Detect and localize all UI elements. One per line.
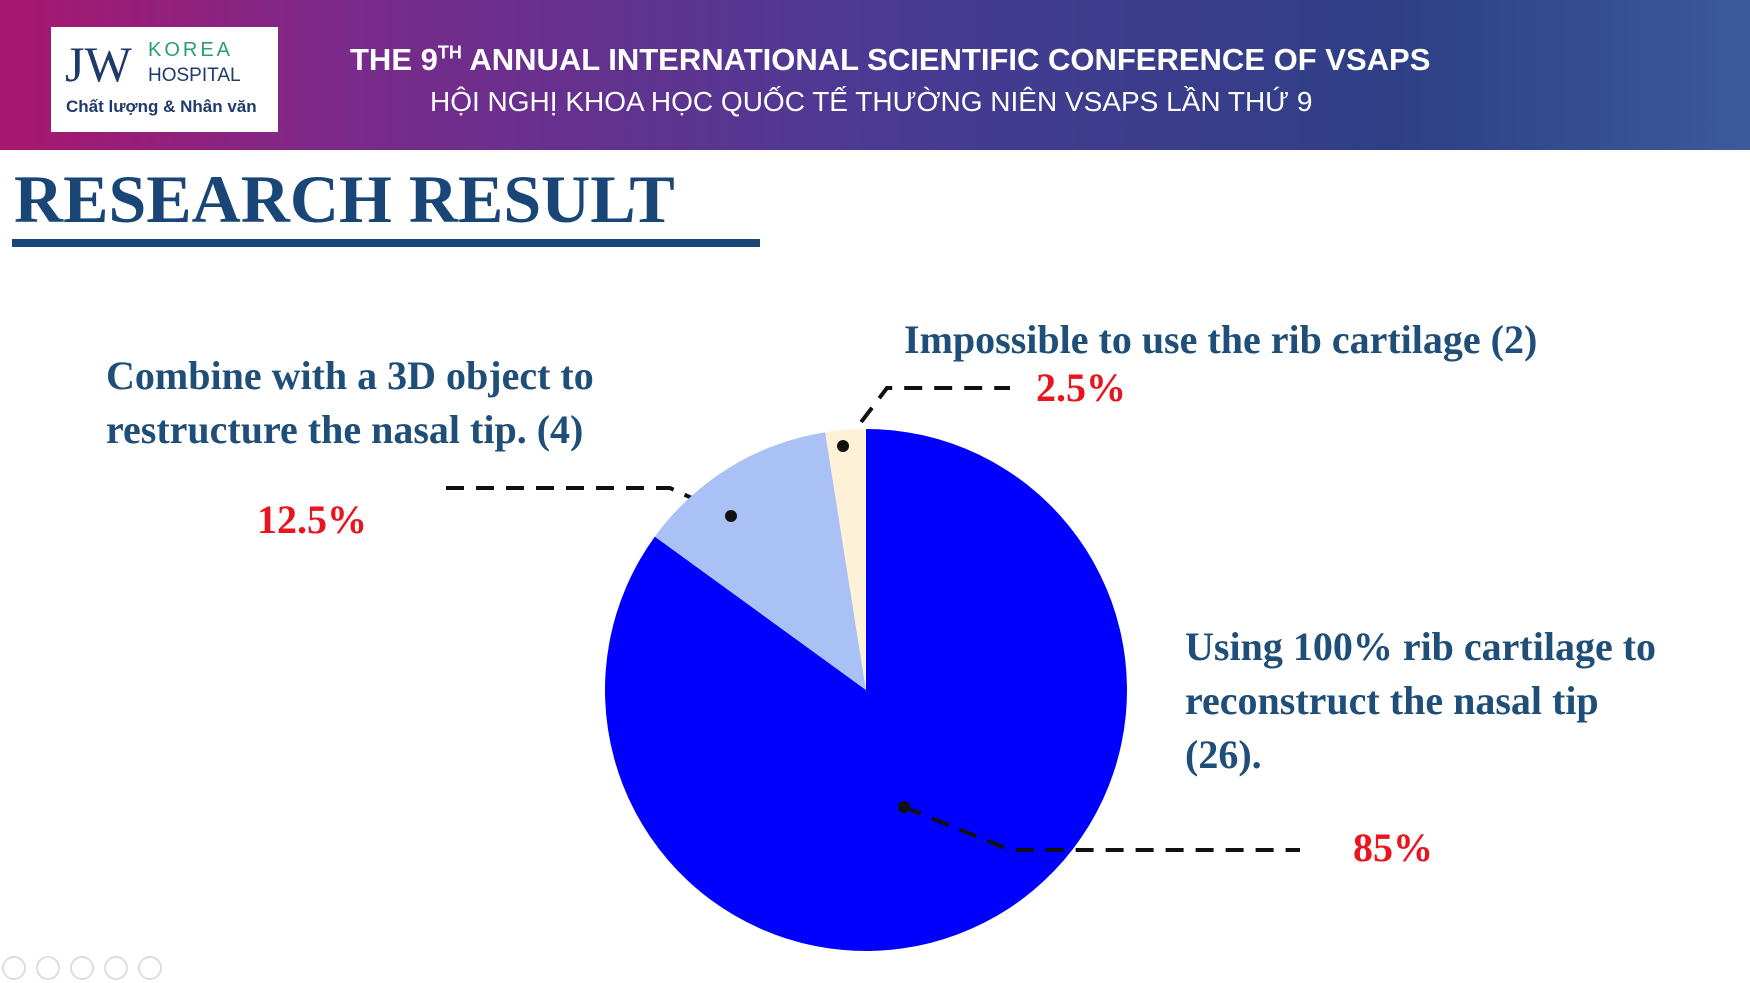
- toolbar-icon[interactable]: [2, 956, 26, 980]
- category-label: Using 100% rib cartilage to reconstruct …: [1185, 624, 1657, 777]
- leader-dots: [725, 440, 910, 813]
- title-underline: [12, 239, 760, 247]
- leader-dot: [837, 440, 849, 452]
- category-label: Impossible to use the rib cartilage (2): [904, 317, 1538, 362]
- pie-slice: [605, 429, 1127, 951]
- category-label: Combine with a 3D object to restructure …: [106, 353, 594, 452]
- logo-mark: JW: [65, 36, 132, 92]
- pie-slice: [825, 429, 866, 690]
- leader-line: [446, 486, 732, 518]
- logo-tagline: Chất lượng & Nhân văn: [66, 97, 257, 116]
- toolbar: [2, 956, 162, 980]
- pie-slice: [654, 432, 866, 690]
- pie: [605, 429, 1127, 951]
- title-start: THE 9: [350, 42, 438, 77]
- logo: JW KOREA HOSPITAL Chất lượng & Nhân văn: [51, 27, 278, 132]
- leader-dot: [725, 510, 737, 522]
- slide-title: RESEARCH RESULT: [14, 161, 675, 237]
- leader-dot: [898, 801, 910, 813]
- toolbar-icon[interactable]: [70, 956, 94, 980]
- leader-line: [841, 386, 1010, 448]
- value-label: 12.5%: [257, 497, 367, 542]
- leader-lines: [446, 386, 1010, 518]
- conference-title: THE 9TH ANNUAL INTERNATIONAL SCIENTIFIC …: [350, 42, 1430, 78]
- title-end: ANNUAL INTERNATIONAL SCIENTIFIC CONFEREN…: [461, 42, 1431, 77]
- header-banner: JW KOREA HOSPITAL Chất lượng & Nhân văn …: [0, 0, 1750, 150]
- leader-lines: [903, 805, 1300, 852]
- logo-bottom: HOSPITAL: [148, 65, 241, 86]
- value-label: 2.5%: [1036, 365, 1126, 410]
- leader-line: [903, 805, 1300, 852]
- toolbar-icon[interactable]: [104, 956, 128, 980]
- conference-subtitle: HỘI NGHỊ KHOA HỌC QUỐC TẾ THƯỜNG NIÊN VS…: [430, 86, 1313, 117]
- value-label: 85%: [1353, 825, 1433, 870]
- toolbar-icon[interactable]: [36, 956, 60, 980]
- title-sup: TH: [437, 42, 462, 63]
- toolbar-icon[interactable]: [138, 956, 162, 980]
- logo-top: KOREA: [148, 39, 234, 61]
